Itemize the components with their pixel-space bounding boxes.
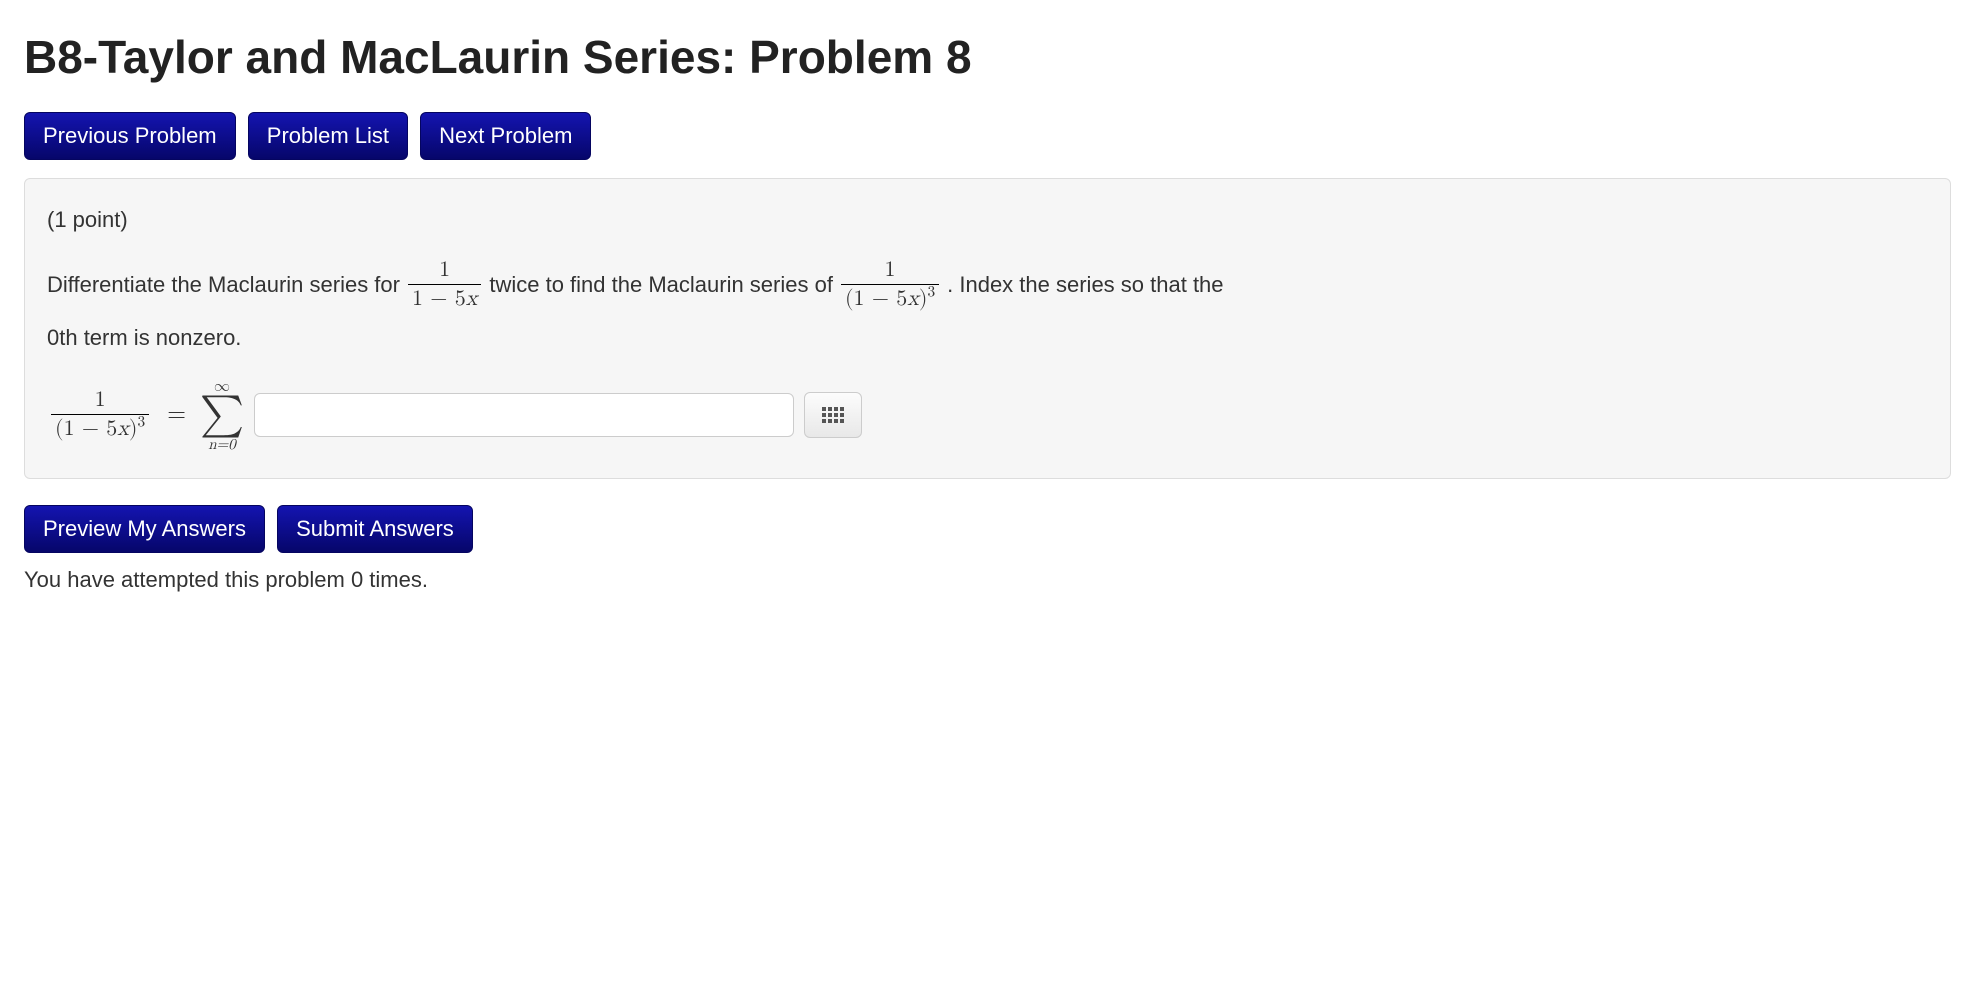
action-button-row: Preview My Answers Submit Answers xyxy=(24,505,1951,553)
lhs-den-var: x xyxy=(117,418,129,440)
fraction-2-lpar: ( xyxy=(845,288,854,310)
nav-button-row: Previous Problem Problem List Next Probl… xyxy=(24,112,1951,160)
answer-input[interactable] xyxy=(254,393,794,437)
previous-problem-button[interactable]: Previous Problem xyxy=(24,112,236,160)
fraction-2-exp: 3 xyxy=(927,285,935,300)
sigma-upper: ∞ xyxy=(214,379,230,395)
fraction-2-den-var: x xyxy=(907,288,919,310)
problem-list-button[interactable]: Problem List xyxy=(248,112,408,160)
lhs-fraction: 1 (1 − 5x)3 xyxy=(51,389,149,441)
problem-panel: (1 point) Differentiate the Maclaurin se… xyxy=(24,178,1951,479)
sigma-notation: ∞ ∑ n=0 xyxy=(200,379,244,452)
attempt-status: You have attempted this problem 0 times. xyxy=(24,567,1951,593)
fraction-1-den-coeff: 1 − 5 xyxy=(412,288,466,310)
prompt-text-2: twice to find the Maclaurin series of xyxy=(489,264,833,306)
lhs-num: 1 xyxy=(91,389,110,414)
fraction-1-den: 1 − 5x xyxy=(408,284,481,311)
equals-sign: = xyxy=(163,392,190,438)
sigma-lower: n=0 xyxy=(208,437,236,452)
lhs-exp: 3 xyxy=(137,415,145,430)
math-keyboard-button[interactable] xyxy=(804,392,862,438)
page-title: B8-Taylor and MacLaurin Series: Problem … xyxy=(24,30,1951,84)
answer-equation: 1 (1 − 5x)3 = ∞ ∑ n=0 xyxy=(47,379,1928,452)
fraction-1-den-var: x xyxy=(466,288,478,310)
fraction-2-num: 1 xyxy=(881,259,900,284)
submit-answers-button[interactable]: Submit Answers xyxy=(277,505,473,553)
lhs-den-coeff: 1 − 5 xyxy=(64,418,118,440)
points-label: (1 point) xyxy=(47,199,1928,241)
fraction-2: 1 (1 − 5x)3 xyxy=(841,259,939,311)
prompt-continuation: 0th term is nonzero. xyxy=(47,317,1928,359)
fraction-2-den: (1 − 5x)3 xyxy=(841,284,939,311)
prompt-text-1: Differentiate the Maclaurin series for xyxy=(47,264,400,306)
fraction-2-den-coeff: 1 − 5 xyxy=(854,288,908,310)
next-problem-button[interactable]: Next Problem xyxy=(420,112,591,160)
fraction-1-num: 1 xyxy=(435,259,454,284)
lhs-den: (1 − 5x)3 xyxy=(51,414,149,441)
sigma-icon: ∑ xyxy=(200,397,244,435)
problem-prompt: Differentiate the Maclaurin series for 1… xyxy=(47,259,1928,311)
fraction-1: 1 1 − 5x xyxy=(408,259,481,311)
keypad-icon xyxy=(822,407,844,423)
prompt-text-3: . Index the series so that the xyxy=(947,264,1223,306)
preview-answers-button[interactable]: Preview My Answers xyxy=(24,505,265,553)
lhs-lpar: ( xyxy=(55,418,64,440)
